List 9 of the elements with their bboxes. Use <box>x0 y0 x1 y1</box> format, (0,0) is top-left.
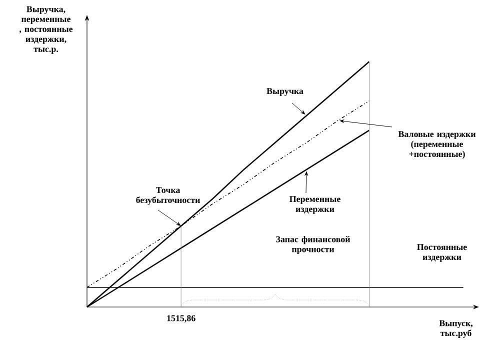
annotation: Точка безубыточности <box>136 187 200 205</box>
annotation: Запас финансовой прочности <box>276 236 350 254</box>
y-axis-title: Выручка, переменные , постоянные издержки, тыс.р. <box>19 6 73 54</box>
x-axis-title: Выпуск, тыс.руб <box>439 320 473 338</box>
text: Валовые издержки (переменные +постоянные) <box>398 131 476 159</box>
text: 1515,86 <box>167 315 196 323</box>
series-label: Выручка <box>266 88 304 96</box>
legend-label: Переменные издержки <box>290 196 340 214</box>
text: Постоянные издержки <box>417 244 467 262</box>
